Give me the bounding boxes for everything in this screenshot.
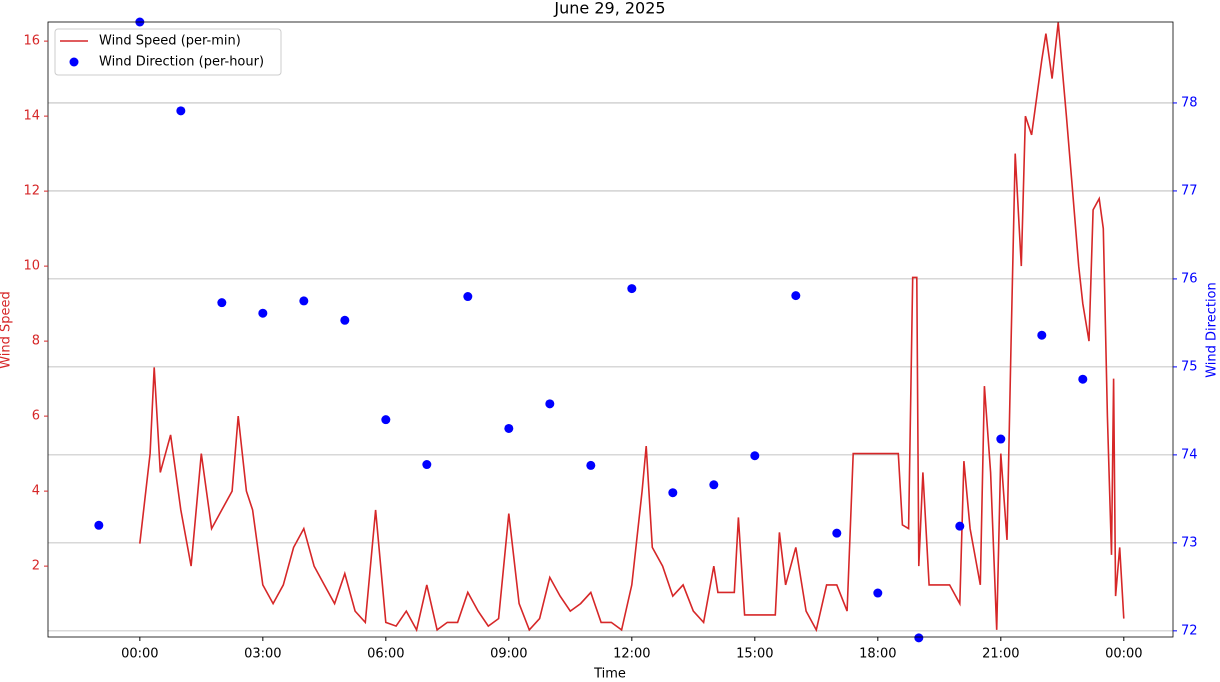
y2-tick-label: 72 bbox=[1181, 623, 1198, 638]
wind-direction-point bbox=[873, 588, 883, 598]
wind-direction-point bbox=[299, 296, 309, 306]
legend-swatch bbox=[69, 57, 79, 67]
y2-axis-label: Wind Direction bbox=[1205, 282, 1220, 378]
wind-direction-point bbox=[176, 106, 186, 116]
y-tick-label: 4 bbox=[32, 484, 40, 499]
wind-direction-point bbox=[668, 488, 678, 498]
x-tick-label: 09:00 bbox=[490, 647, 527, 662]
wind-direction-point bbox=[627, 284, 637, 294]
legend-box bbox=[54, 28, 282, 76]
wind-direction-point bbox=[832, 528, 842, 538]
y2-tick-label: 75 bbox=[1181, 359, 1198, 374]
y-tick-label: 8 bbox=[32, 334, 40, 349]
wind-direction-point bbox=[1078, 374, 1088, 384]
x-tick-label: 21:00 bbox=[982, 647, 1019, 662]
x-tick-label: 03:00 bbox=[244, 647, 281, 662]
y2-tick-label: 76 bbox=[1181, 271, 1198, 286]
wind-direction-point bbox=[791, 291, 801, 301]
wind-direction-point bbox=[914, 633, 924, 643]
wind-direction-point bbox=[586, 460, 596, 470]
y2-tick-label: 78 bbox=[1181, 95, 1198, 110]
x-axis-label: Time bbox=[593, 667, 626, 682]
x-tick-label: 18:00 bbox=[859, 647, 896, 662]
wind-direction-point bbox=[463, 292, 473, 302]
y-tick-label: 6 bbox=[32, 409, 40, 424]
wind-direction-point bbox=[258, 308, 268, 318]
wind-speed-line bbox=[139, 22, 1125, 633]
y-tick-label: 2 bbox=[32, 559, 40, 574]
wind-direction-point bbox=[709, 480, 719, 490]
wind-direction-point bbox=[94, 520, 104, 530]
wind-direction-point bbox=[996, 434, 1006, 444]
wind-direction-point bbox=[955, 521, 965, 531]
plot-frame bbox=[47, 21, 1174, 638]
y-axis-label: Wind Speed bbox=[0, 291, 14, 369]
wind-direction-point bbox=[545, 399, 555, 409]
x-tick-label: 12:00 bbox=[613, 647, 650, 662]
y-tick-label: 14 bbox=[23, 109, 40, 124]
wind-direction-point bbox=[1037, 330, 1047, 340]
legend-label: Wind Direction (per-hour) bbox=[99, 55, 264, 70]
x-tick-label: 00:00 bbox=[121, 647, 158, 662]
wind-direction-point bbox=[504, 423, 514, 433]
chart-title: June 29, 2025 bbox=[553, 0, 665, 18]
y-tick-label: 16 bbox=[23, 34, 40, 49]
wind-direction-point bbox=[217, 298, 227, 308]
y-tick-label: 10 bbox=[23, 259, 40, 274]
y2-tick-label: 77 bbox=[1181, 183, 1198, 198]
x-tick-label: 00:00 bbox=[1105, 647, 1142, 662]
y2-tick-label: 74 bbox=[1181, 447, 1198, 462]
y2-tick-label: 73 bbox=[1181, 535, 1198, 550]
wind-direction-point bbox=[340, 315, 350, 325]
x-tick-label: 15:00 bbox=[736, 647, 773, 662]
legend-label: Wind Speed (per-min) bbox=[99, 34, 241, 49]
y-tick-label: 12 bbox=[23, 184, 40, 199]
wind-direction-point bbox=[422, 460, 432, 470]
wind-direction-point bbox=[381, 415, 391, 425]
wind-direction-point bbox=[750, 451, 760, 461]
x-tick-label: 06:00 bbox=[367, 647, 404, 662]
